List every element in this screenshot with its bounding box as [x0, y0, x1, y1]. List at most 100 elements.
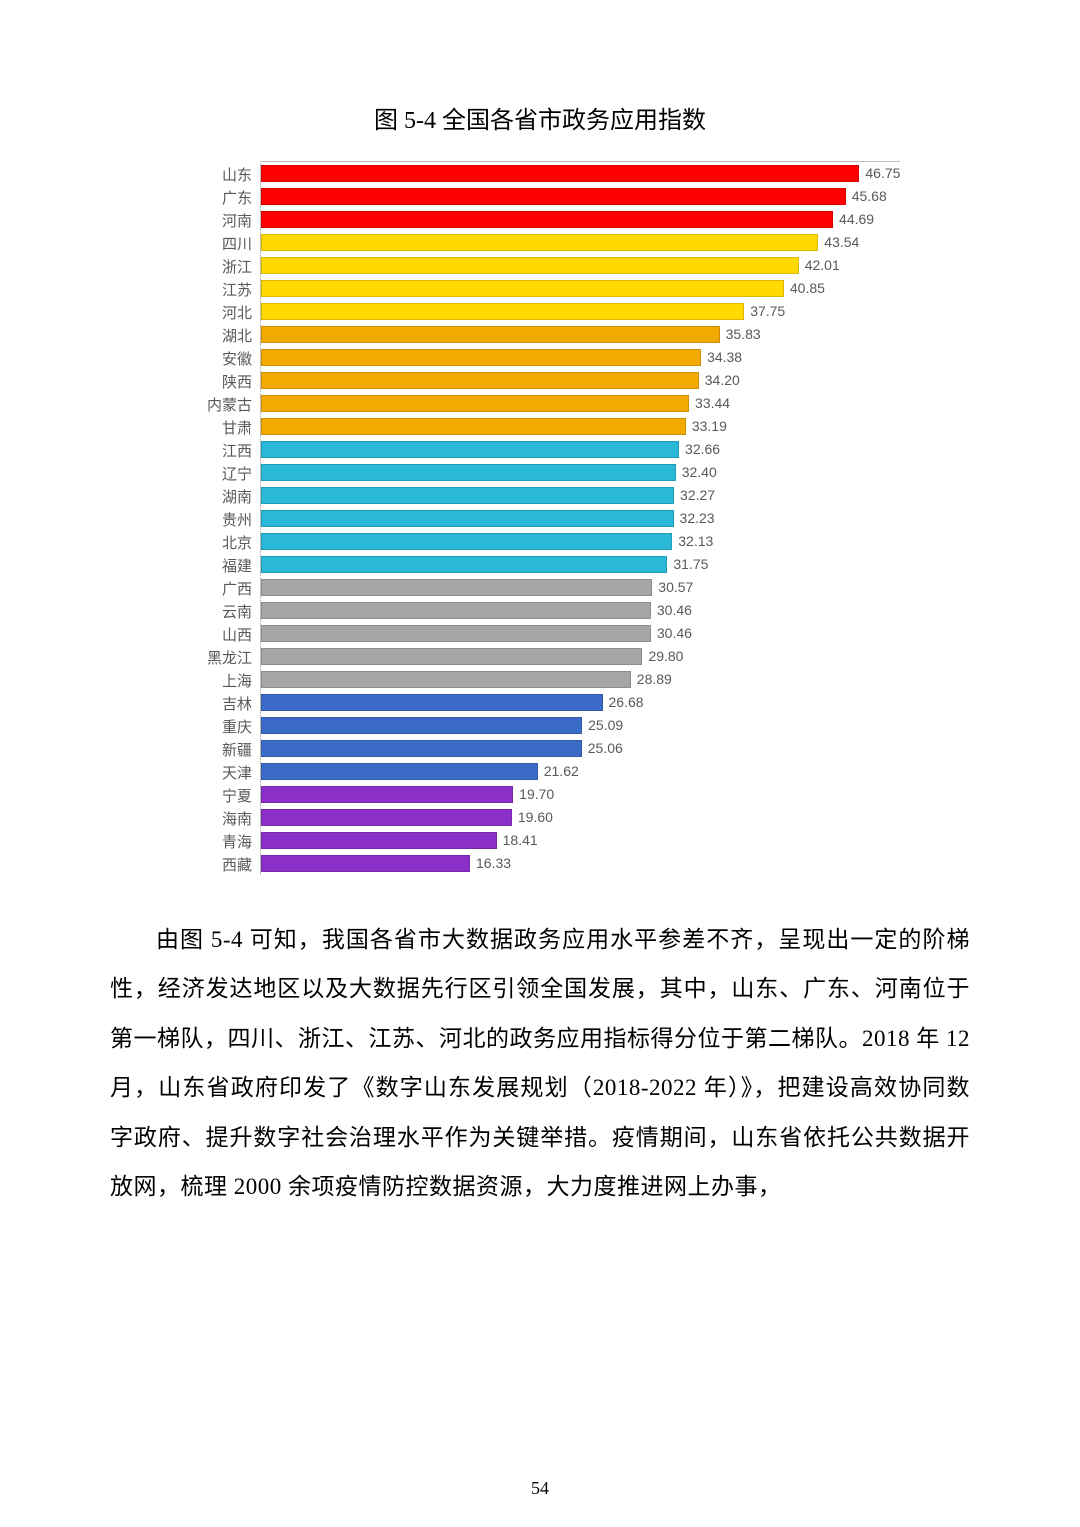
body-paragraph: 由图 5-4 可知，我国各省市大数据政务应用水平参差不齐，呈现出一定的阶梯性，经…: [110, 915, 970, 1212]
category-label: 广东: [180, 187, 260, 208]
chart-row: 青海18.41: [180, 830, 900, 852]
chart-title: 图 5-4 全国各省市政务应用指数: [110, 100, 970, 135]
chart-row: 重庆 25.09: [180, 715, 900, 737]
chart-row: 湖南 32.27: [180, 485, 900, 507]
bar: [261, 326, 720, 343]
category-label: 云南: [180, 601, 260, 622]
bar-value: 19.60: [518, 809, 553, 825]
category-label: 天津: [180, 762, 260, 783]
category-label: 吉林: [180, 693, 260, 714]
chart-row: 浙江42.01: [180, 255, 900, 277]
bar-wrap: 30.46: [260, 623, 900, 645]
category-label: 山东: [180, 164, 260, 185]
bar: [261, 533, 672, 550]
bar-value: 30.57: [658, 579, 693, 595]
bar: [261, 579, 652, 596]
chart-row: 贵州 32.23: [180, 508, 900, 530]
category-label: 上海: [180, 670, 260, 691]
bar-value: 32.13: [678, 533, 713, 549]
bar-wrap: 34.38: [260, 347, 900, 369]
category-label: 江苏: [180, 279, 260, 300]
chart-row: 天津21.62: [180, 761, 900, 783]
bar-value: 34.38: [707, 349, 742, 365]
chart-row: 福建 31.75: [180, 554, 900, 576]
bar: [261, 855, 470, 872]
bar-wrap: 28.89: [260, 669, 900, 691]
chart-row: 辽宁 32.40: [180, 462, 900, 484]
bar-value: 32.23: [680, 510, 715, 526]
category-label: 西藏: [180, 854, 260, 875]
chart-row: 内蒙古33.44: [180, 393, 900, 415]
bar-value: 31.75: [673, 556, 708, 572]
bar-wrap: 32.27: [260, 485, 900, 507]
chart-row: 湖北35.83: [180, 324, 900, 346]
chart-row: 山西30.46: [180, 623, 900, 645]
chart-row: 吉林26.68: [180, 692, 900, 714]
chart-row: 宁夏19.70: [180, 784, 900, 806]
category-label: 河南: [180, 210, 260, 231]
bar: [261, 694, 603, 711]
bar-value: 25.09: [588, 717, 623, 733]
bar-value: 32.40: [682, 464, 717, 480]
category-label: 辽宁: [180, 463, 260, 484]
bar-wrap: 32.13: [260, 531, 900, 553]
bar: [261, 257, 799, 274]
bar-wrap: 16.33: [260, 853, 900, 875]
chart-row: 海南19.60: [180, 807, 900, 829]
bar-wrap: 42.01: [260, 255, 900, 277]
chart-row: 上海 28.89: [180, 669, 900, 691]
bar-value: 44.69: [839, 211, 874, 227]
bar: [261, 602, 651, 619]
bar: [261, 556, 667, 573]
bar: [261, 441, 679, 458]
chart-row: 广西30.57: [180, 577, 900, 599]
bar: [261, 372, 699, 389]
chart-row: 新疆25.06: [180, 738, 900, 760]
category-label: 福建: [180, 555, 260, 576]
category-label: 重庆: [180, 716, 260, 737]
category-label: 北京: [180, 532, 260, 553]
category-label: 黑龙江: [180, 647, 260, 668]
bar-wrap: 26.68: [260, 692, 900, 714]
chart-row: 甘肃33.19: [180, 416, 900, 438]
bar: [261, 234, 818, 251]
province-bar-chart: 山东46.75广东45.68河南 44.69 四川 43.54 浙江42.01江苏40.…: [180, 163, 900, 875]
bar-wrap: 30.46: [260, 600, 900, 622]
bar: [261, 832, 497, 849]
bar-wrap: 31.75: [260, 554, 900, 576]
bar: [261, 625, 651, 642]
category-label: 安徽: [180, 348, 260, 369]
bar-value: 43.54: [824, 234, 859, 250]
bar-wrap: 18.41: [260, 830, 900, 852]
bar: [261, 763, 538, 780]
bar-wrap: 30.57: [260, 577, 900, 599]
category-label: 贵州: [180, 509, 260, 530]
bar-wrap: 46.75: [260, 163, 900, 185]
bar: [261, 211, 833, 228]
chart-row: 江苏40.85: [180, 278, 900, 300]
bar-wrap: 32.66: [260, 439, 900, 461]
category-label: 四川: [180, 233, 260, 254]
bar-value: 28.89: [637, 671, 672, 687]
bar-value: 32.27: [680, 487, 715, 503]
bar-value: 34.20: [705, 372, 740, 388]
chart-row: 江西32.66: [180, 439, 900, 461]
bar: [261, 280, 784, 297]
category-label: 湖南: [180, 486, 260, 507]
bar: [261, 671, 631, 688]
bar-wrap: 40.85: [260, 278, 900, 300]
bar: [261, 395, 689, 412]
category-label: 陕西: [180, 371, 260, 392]
chart-row: 安徽 34.38: [180, 347, 900, 369]
chart-row: 西藏16.33: [180, 853, 900, 875]
category-label: 甘肃: [180, 417, 260, 438]
chart-row: 广东45.68: [180, 186, 900, 208]
bar-wrap: 21.62: [260, 761, 900, 783]
bar-wrap: 34.20: [260, 370, 900, 392]
category-label: 新疆: [180, 739, 260, 760]
bar-wrap: 32.23: [260, 508, 900, 530]
bar: [261, 349, 701, 366]
bar-wrap: 25.06: [260, 738, 900, 760]
bar-value: 29.80: [648, 648, 683, 664]
bar: [261, 786, 513, 803]
